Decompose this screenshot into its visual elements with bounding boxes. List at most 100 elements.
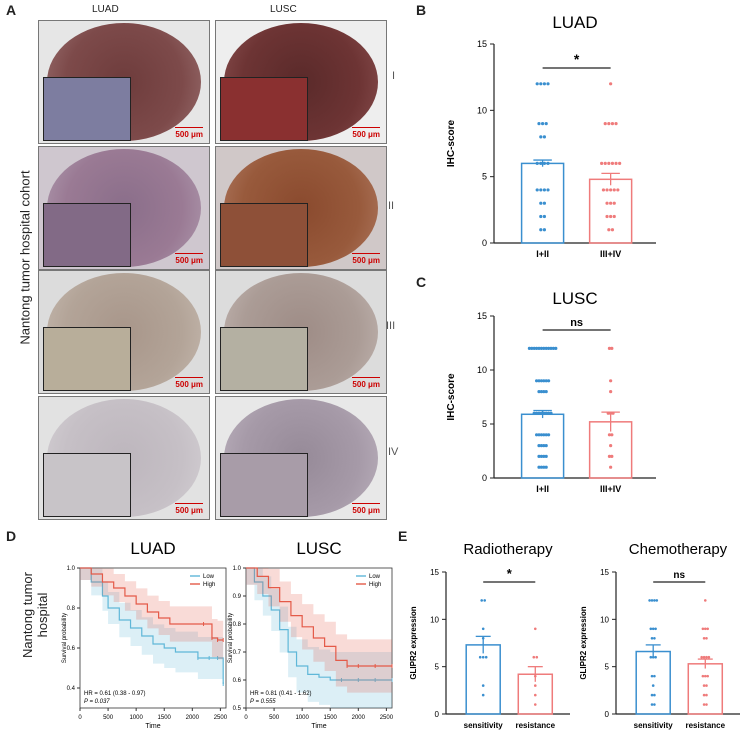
data-point — [539, 201, 543, 205]
y-tick-label: 0 — [605, 710, 610, 719]
y-tick-label: 0.8 — [233, 622, 242, 628]
data-point — [653, 693, 656, 697]
data-point — [539, 214, 543, 219]
survival-curve — [80, 567, 224, 641]
data-point — [539, 346, 543, 350]
data-point — [600, 161, 604, 165]
data-point — [539, 228, 543, 232]
y-tick-label: 15 — [430, 568, 439, 577]
data-point — [554, 346, 558, 350]
plot-frame — [245, 567, 393, 709]
data-point — [539, 411, 543, 415]
data-point — [612, 214, 616, 219]
x-tick-label: III+IV — [600, 249, 621, 259]
ihc-lusc-stage-ii: 500 μm — [215, 146, 387, 270]
data-point — [610, 122, 615, 126]
data-point — [605, 214, 609, 219]
ihc-luad-stage-iv: 500 μm — [38, 396, 210, 520]
data-point — [539, 433, 543, 437]
ihc-lusc-stage-iv: 500 μm — [215, 396, 387, 520]
data-point — [546, 161, 550, 165]
chart-title: LUSC — [552, 289, 597, 308]
chart-d-luad-survival: LUAD 0 500 1000 1500 2000 2500 0.4 0.6 0.8 1.0 Time… — [62, 539, 228, 730]
data-point — [539, 444, 543, 448]
data-point — [649, 627, 653, 631]
y-tick-label: 0.7 — [233, 650, 242, 656]
y-tick-label: 0.6 — [233, 678, 242, 684]
confidence-band — [80, 568, 224, 660]
mean-bar — [687, 663, 724, 715]
data-point — [650, 674, 654, 678]
data-point — [607, 122, 611, 126]
data-point — [702, 655, 706, 659]
chart-title: Chemotherapy — [629, 541, 728, 558]
data-point — [610, 161, 615, 165]
data-point — [541, 122, 545, 126]
x-tick-label: 0 — [78, 715, 82, 721]
y-tick-label: 1.0 — [67, 566, 76, 572]
data-point — [702, 636, 706, 640]
legend-label: Low — [369, 574, 381, 580]
data-point — [539, 379, 543, 383]
data-point — [533, 693, 537, 697]
data-point — [703, 674, 707, 678]
ihc-inset — [43, 327, 131, 391]
data-point — [551, 346, 555, 350]
data-point — [605, 201, 609, 205]
data-point — [535, 411, 539, 415]
stage-label-iv: IV — [388, 446, 399, 458]
data-point — [654, 655, 657, 659]
data-point — [651, 684, 655, 687]
data-point — [701, 627, 705, 631]
x-tick-label: 1000 — [129, 715, 143, 721]
data-point — [542, 465, 546, 469]
km-cohort-label: Nantong tumor hospital — [20, 572, 50, 658]
y-tick-label: 5 — [482, 419, 487, 429]
data-point — [707, 655, 711, 659]
data-point — [650, 693, 654, 697]
data-point — [700, 655, 703, 659]
data-point — [610, 346, 614, 350]
panel-letter-a: A — [6, 2, 17, 18]
data-point — [532, 655, 536, 659]
data-point — [484, 655, 488, 659]
data-point — [702, 684, 706, 687]
data-point — [542, 411, 546, 415]
scale-bar: 500 μm — [352, 253, 380, 265]
data-point — [546, 188, 550, 192]
chart-c-lusc-ihc: LUSC 0 5 10 15 IHC-score I+II III+IV ns — [446, 289, 656, 494]
mean-bar — [465, 644, 501, 715]
data-point — [705, 636, 708, 640]
data-point — [653, 636, 656, 640]
data-point — [539, 465, 543, 469]
data-point — [609, 188, 613, 192]
chart-d-lusc-survival: LUSC 0 500 1000 1500 2000 2500 0.5 0.6 0.7 0.8 0.9 1… — [228, 539, 394, 730]
y-axis-label: GLIPR2 expression — [579, 606, 588, 679]
data-point — [532, 411, 536, 415]
data-point — [544, 444, 548, 448]
x-tick-label: III+IV — [600, 484, 621, 494]
data-point — [537, 346, 541, 350]
data-point — [651, 627, 655, 631]
legend-label: High — [369, 582, 381, 588]
data-point — [539, 82, 543, 86]
data-point — [705, 655, 708, 659]
data-point — [535, 655, 539, 659]
y-tick-label: 0.6 — [67, 646, 76, 652]
stage-label-ii: II — [388, 200, 395, 212]
data-point — [601, 188, 606, 192]
data-point — [539, 454, 543, 458]
x-tick-label: sensitivity — [464, 721, 504, 730]
data-point — [542, 390, 546, 394]
data-point — [527, 346, 531, 350]
chart-title: LUAD — [130, 539, 175, 558]
data-point — [610, 433, 614, 437]
data-point — [537, 411, 541, 415]
data-point — [544, 346, 548, 350]
data-point — [607, 161, 611, 165]
data-point — [481, 636, 485, 640]
y-tick-label: 15 — [477, 311, 487, 321]
data-point — [655, 599, 659, 602]
data-point — [535, 82, 539, 86]
ihc-lusc-stage-iii: 500 μm — [215, 270, 387, 394]
